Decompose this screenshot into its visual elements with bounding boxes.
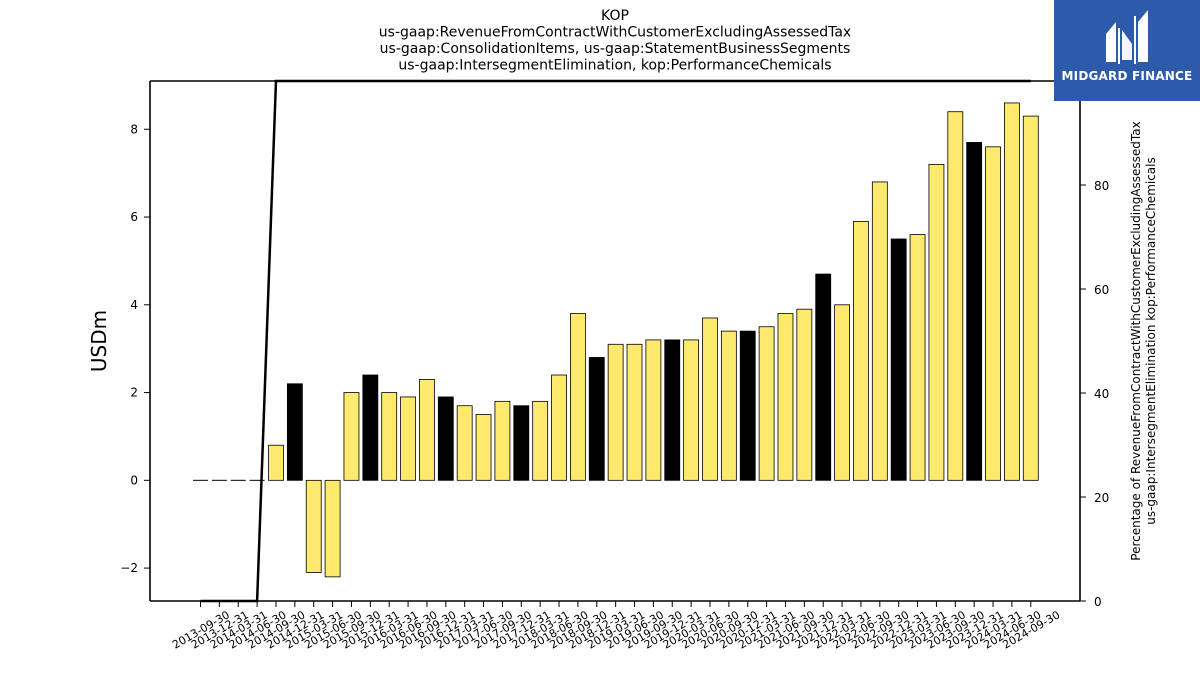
bar-2018-06-30: [551, 374, 567, 481]
y-axis: −2 0 2 4 6 8 USDm: [87, 122, 150, 575]
bar-2020-12-31: [739, 330, 756, 481]
ytick-label-4: 4: [130, 298, 138, 312]
bar-2014-09-30: [268, 444, 284, 481]
y2tick-label-80: 80: [1094, 179, 1109, 193]
bar-2015-12-31: [362, 374, 379, 481]
ytick-label-2: 2: [130, 386, 138, 400]
bar-2014-12-31: [286, 383, 303, 481]
plot-area: [149, 79, 1081, 603]
bar-2022-06-30: [853, 221, 869, 481]
bar-2021-06-30: [777, 313, 794, 481]
logo-mark-icon: [1106, 10, 1148, 64]
bar-2016-12-31: [437, 396, 454, 481]
y2tick-label-40: 40: [1094, 387, 1109, 401]
bar-2016-09-30: [419, 378, 435, 481]
bar-2024-09-30: [1022, 115, 1039, 481]
logo-text: MIDGARD FINANCE: [1061, 69, 1193, 83]
bar-2020-06-30: [702, 317, 718, 481]
bar-2019-03-31: [607, 343, 624, 481]
bar-2019-09-30: [645, 339, 662, 481]
bar-2020-09-30: [720, 330, 737, 481]
bar-2018-03-31: [532, 400, 549, 481]
bar-2023-03-31: [909, 234, 926, 481]
midgard-finance-logo: MIDGARD FINANCE: [1054, 0, 1200, 101]
title-line-0: KOP: [601, 8, 629, 24]
bar-2023-09-30: [947, 111, 964, 481]
title-line-3: us-gaap:IntersegmentElimination, kop:Per…: [398, 58, 831, 74]
ytick-label-8: 8: [130, 122, 138, 136]
bar-2017-03-31: [456, 405, 473, 481]
ytick-label--2: −2: [120, 561, 138, 575]
ytick-label-6: 6: [130, 210, 138, 224]
y2tick-label-20: 20: [1094, 491, 1109, 505]
bar-2024-06-30: [1004, 102, 1020, 481]
bar-2015-09-30: [343, 392, 360, 481]
bar-2015-03-31: [305, 479, 322, 573]
y2tick-label-60: 60: [1094, 283, 1109, 297]
title-line-2: us-gaap:ConsolidationItems, us-gaap:Stat…: [380, 41, 851, 57]
bar-2020-03-31: [683, 339, 700, 481]
bar-2017-06-30: [475, 414, 492, 481]
chart-title: KOPus-gaap:RevenueFromContractWithCustom…: [379, 8, 851, 74]
bar-2019-12-31: [664, 339, 681, 481]
bar-2021-03-31: [758, 326, 775, 481]
bar-2022-03-31: [834, 304, 850, 481]
title-line-1: us-gaap:RevenueFromContractWithCustomerE…: [379, 25, 851, 41]
y-axis-label: USDm: [87, 310, 111, 372]
bar-2018-09-30: [570, 313, 586, 481]
ytick-label-0: 0: [130, 473, 138, 487]
y2tick-label-0: 0: [1094, 595, 1102, 609]
bar-2019-06-30: [626, 343, 643, 481]
bar-2021-12-31: [815, 273, 832, 481]
bar-2022-09-30: [871, 181, 888, 481]
bar-2018-12-31: [588, 357, 605, 481]
bar-2023-06-30: [928, 163, 945, 481]
x-axis: 2013-09-302013-12-312014-03-312014-06-30…: [170, 601, 1062, 652]
bar-2016-03-31: [381, 392, 398, 481]
y2-axis-label-1: us-gaap:IntersegmentElimination kop:Perf…: [1144, 157, 1158, 525]
y2-axis-label-0: Percentage of RevenueFromContractWithCus…: [1129, 121, 1143, 560]
bar-2016-06-30: [400, 396, 416, 481]
bar-2023-12-31: [966, 142, 983, 481]
y2-axis: 020406080100Percentage of RevenueFromCon…: [1080, 75, 1158, 609]
bar-2017-09-30: [494, 400, 511, 481]
bar-2024-03-31: [985, 146, 1001, 481]
bar-2015-06-30: [324, 479, 341, 578]
bar-2022-12-31: [890, 238, 907, 481]
bar-2021-09-30: [796, 308, 813, 481]
bar-2017-12-31: [513, 405, 530, 481]
